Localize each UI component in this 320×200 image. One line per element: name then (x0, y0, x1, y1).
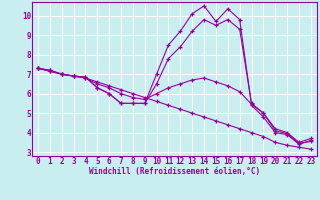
X-axis label: Windchill (Refroidissement éolien,°C): Windchill (Refroidissement éolien,°C) (89, 167, 260, 176)
